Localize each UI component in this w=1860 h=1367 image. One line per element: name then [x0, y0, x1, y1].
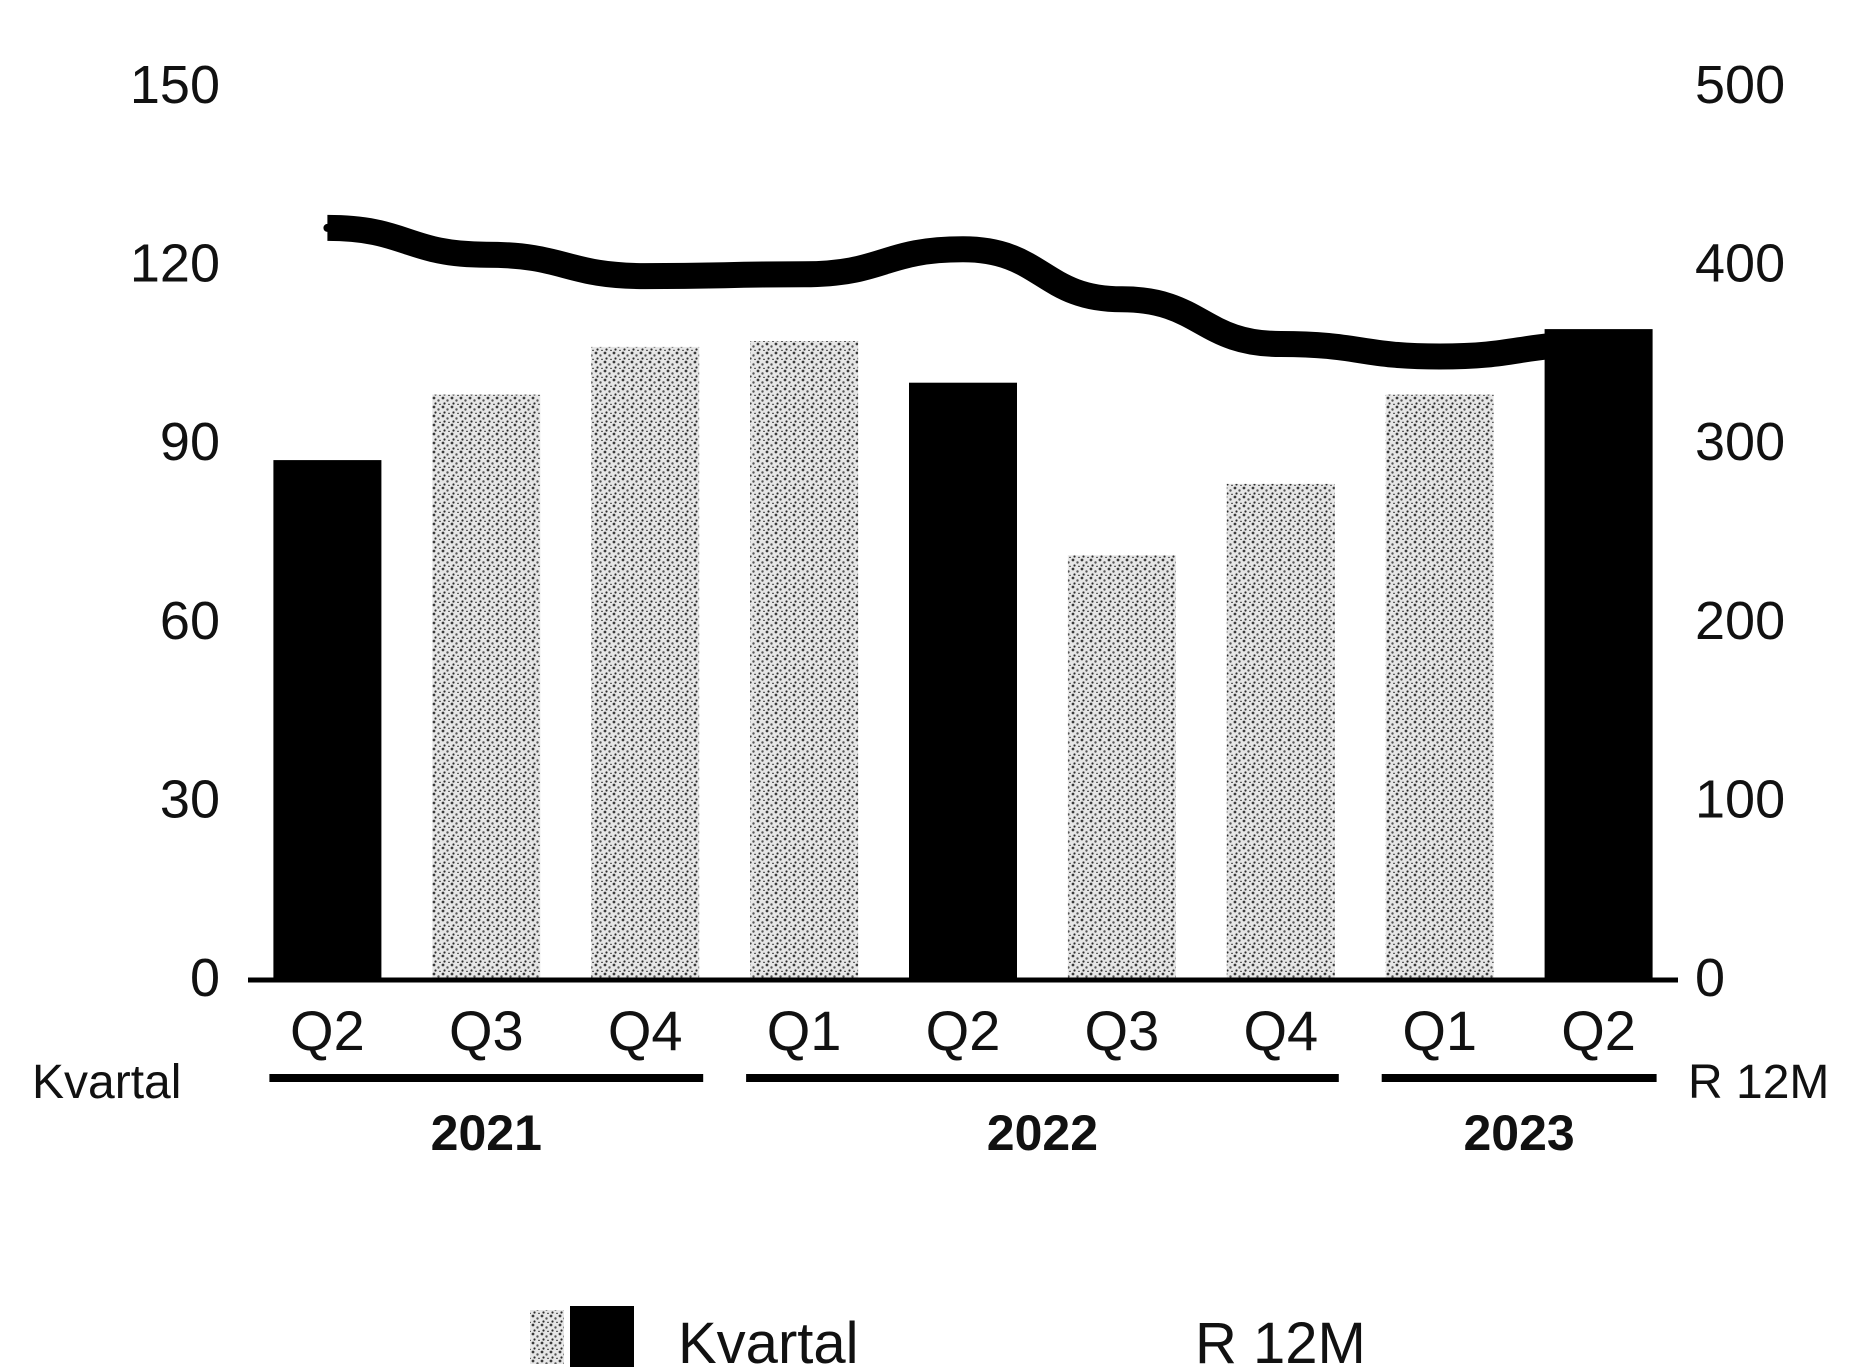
bar-q1-3	[750, 341, 859, 978]
right-tick-label-100: 100	[1695, 769, 1785, 829]
r12m-point-5	[1117, 295, 1126, 304]
bar-q4-2	[591, 346, 700, 978]
left-tick-label-30: 30	[160, 769, 220, 829]
bar-q3-5	[1067, 555, 1176, 978]
bar-q1-7	[1385, 394, 1494, 979]
bar-q2-8	[1544, 329, 1653, 979]
category-label-7: Q1	[1402, 999, 1477, 1062]
category-label-0: Q2	[290, 999, 365, 1062]
category-label-2: Q4	[608, 999, 683, 1062]
year-label-2023: 2023	[1463, 1105, 1574, 1161]
right-tick-label-0: 0	[1695, 948, 1725, 1008]
x-axis-label: Kvartal	[32, 1056, 181, 1109]
right-tick-label-300: 300	[1695, 412, 1785, 472]
bar-q4-6	[1226, 483, 1335, 978]
right-tick-label-500: 500	[1695, 55, 1785, 115]
year-label-2021: 2021	[431, 1105, 542, 1161]
category-label-6: Q4	[1243, 999, 1318, 1062]
legend-stipple-swatch	[530, 1310, 564, 1364]
left-tick-label-0: 0	[190, 948, 220, 1008]
category-label-4: Q2	[926, 999, 1001, 1062]
r12m-point-2	[641, 272, 650, 281]
bars-group	[273, 329, 1653, 979]
r12m-line	[327, 214, 1599, 370]
category-label-3: Q1	[767, 999, 842, 1062]
left-tick-label-60: 60	[160, 591, 220, 651]
r12m-point-6	[1276, 340, 1285, 348]
left-axis-ticks: 0 30 60 90 120 150	[130, 55, 220, 1008]
right-tick-label-200: 200	[1695, 591, 1785, 651]
legend-solid-swatch	[570, 1306, 634, 1367]
left-tick-label-90: 90	[160, 412, 220, 472]
left-tick-label-120: 120	[130, 234, 220, 294]
bar-q2-0	[273, 460, 382, 979]
bar-q2-4	[909, 382, 1017, 978]
legend: Kvartal R 12M	[530, 1306, 1366, 1367]
category-label-8: Q2	[1561, 999, 1636, 1062]
r12m-point-7	[1435, 352, 1444, 361]
year-label-2022: 2022	[987, 1105, 1098, 1161]
bar-q3-1	[432, 394, 541, 979]
category-label-5: Q3	[1085, 999, 1160, 1062]
r12m-point-0	[323, 223, 332, 232]
r12m-point-8	[1594, 340, 1603, 348]
year-groups: 2021 2022 2023	[269, 1074, 1657, 1161]
r12m-point-4	[959, 245, 967, 254]
category-label-1: Q3	[449, 999, 524, 1062]
category-labels: Q2 Q3 Q4 Q1 Q2 Q3 Q4 Q1 Q2	[290, 999, 1636, 1062]
secondary-axis-label: R 12M	[1688, 1056, 1829, 1109]
r12m-point-1	[482, 250, 491, 259]
right-axis-ticks: 0 100 200 300 400 500	[1695, 55, 1785, 1008]
right-tick-label-400: 400	[1695, 234, 1785, 294]
legend-label-r12m: R 12M	[1195, 1311, 1366, 1367]
line-series-group	[323, 214, 1603, 370]
r12m-point-3	[800, 270, 809, 279]
left-tick-label-150: 150	[130, 55, 220, 115]
legend-label-kvartal: Kvartal	[678, 1311, 859, 1367]
